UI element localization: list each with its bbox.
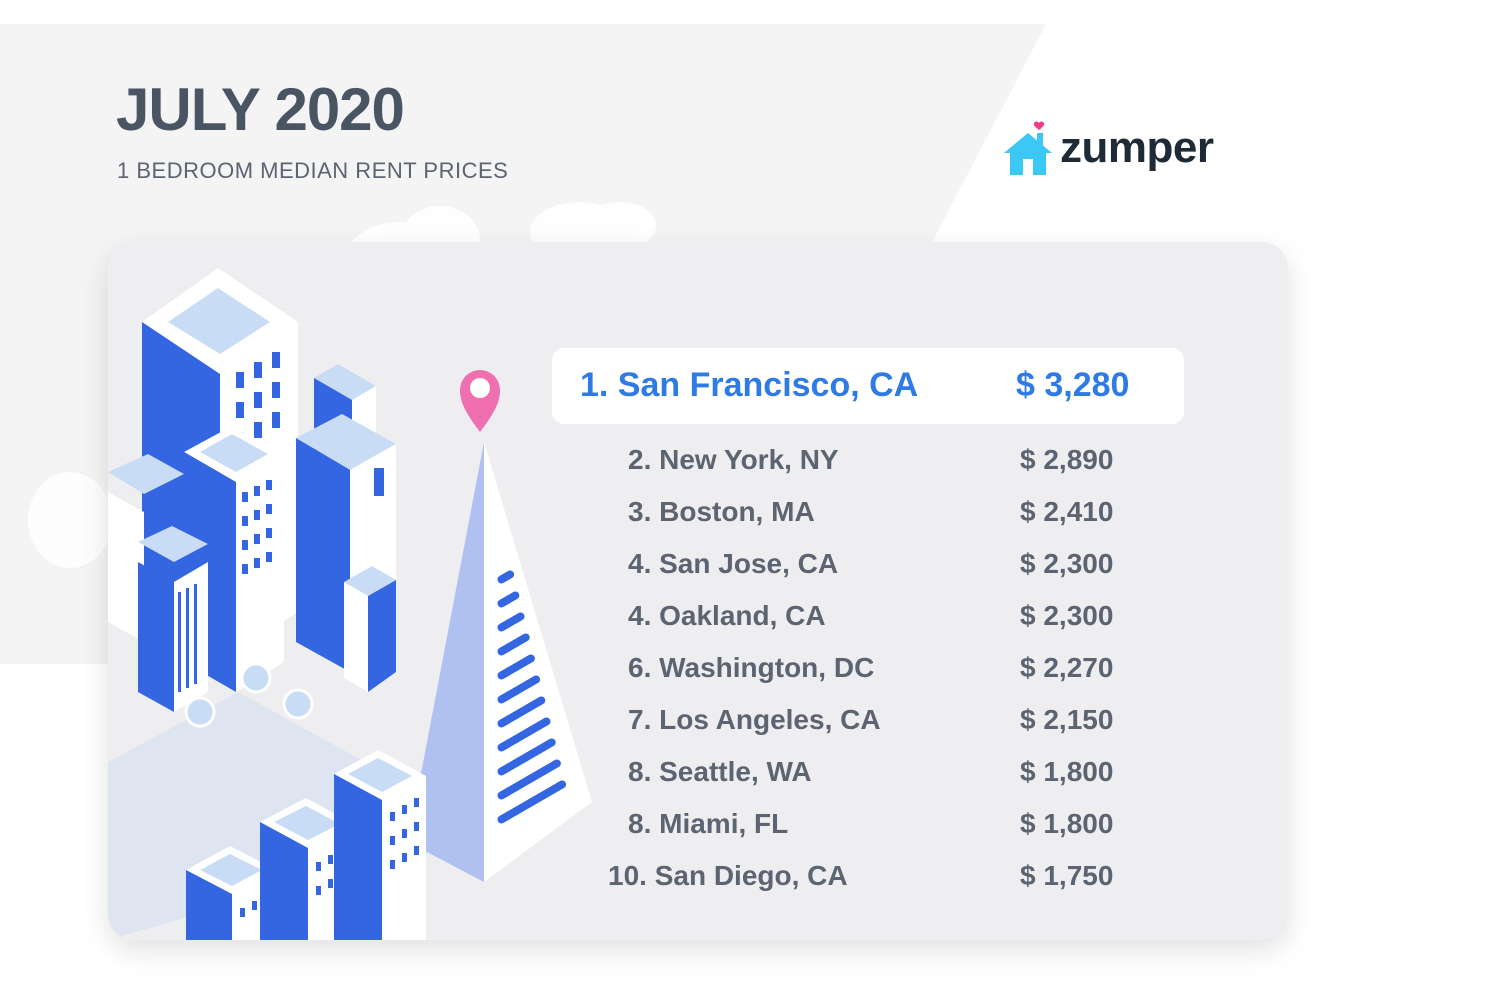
city-price: $ 1,800 <box>1020 808 1114 839</box>
city-price: $ 2,410 <box>1020 496 1114 527</box>
map-pin-icon <box>460 370 500 432</box>
ranking-row: 4. San Jose, CA $ 2,300 <box>552 544 1184 588</box>
building-icon <box>108 454 208 712</box>
pyramid-tower-icon <box>408 442 592 882</box>
top-city-name: 1. San Francisco, CA <box>580 366 919 404</box>
city-name: 8. Miami, FL <box>628 808 789 839</box>
page-title: JULY 2020 <box>116 76 405 143</box>
top-city-price: $ 3,280 <box>1016 366 1130 404</box>
ranking-row: 8. Miami, FL $ 1,800 <box>552 804 1184 848</box>
house-heart-icon <box>1004 121 1052 175</box>
city-price: $ 2,270 <box>1020 652 1114 683</box>
city-price: $ 2,890 <box>1020 444 1114 475</box>
ranking-row: 2. New York, NY $ 2,890 <box>552 440 1184 484</box>
ranking-row: 3. Boston, MA $ 2,410 <box>552 492 1184 536</box>
logo-wordmark: zumper <box>1060 123 1214 172</box>
city-price: $ 2,300 <box>1020 600 1114 631</box>
page-subtitle: 1 BEDROOM MEDIAN RENT PRICES <box>117 158 509 183</box>
ranking-row: 4. Oakland, CA $ 2,300 <box>552 596 1184 640</box>
city-name: 8. Seattle, WA <box>628 756 812 787</box>
city-name: 6. Washington, DC <box>628 652 875 683</box>
cloud-icon <box>28 472 112 568</box>
city-price: $ 1,750 <box>1020 860 1114 891</box>
ranking-row: 7. Los Angeles, CA $ 2,150 <box>552 700 1184 744</box>
building-icon <box>296 364 396 692</box>
tree-icon <box>184 662 314 728</box>
city-name: 10. San Diego, CA <box>608 860 848 891</box>
city-name: 4. Oakland, CA <box>628 600 826 631</box>
city-price: $ 1,800 <box>1020 756 1114 787</box>
zumper-logo: zumper <box>1002 118 1214 178</box>
city-name: 2. New York, NY <box>628 444 839 475</box>
city-name: 7. Los Angeles, CA <box>628 704 881 735</box>
building-icon <box>184 426 284 692</box>
city-name: 4. San Jose, CA <box>628 548 839 579</box>
ranking-row: 6. Washington, DC $ 2,270 <box>552 648 1184 692</box>
city-illustration <box>108 268 592 940</box>
city-price: $ 2,300 <box>1020 548 1114 579</box>
ranking-row-top: 1. San Francisco, CA $ 3,280 <box>552 348 1184 424</box>
ranking-row: 10. San Diego, CA $ 1,750 <box>552 856 1184 900</box>
rent-ranking-card: 1. San Francisco, CA $ 3,280 2. New York… <box>108 242 1288 940</box>
building-icon <box>186 750 426 940</box>
ranking-row: 8. Seattle, WA $ 1,800 <box>552 752 1184 796</box>
city-name: 3. Boston, MA <box>628 496 815 527</box>
city-price: $ 2,150 <box>1020 704 1114 735</box>
